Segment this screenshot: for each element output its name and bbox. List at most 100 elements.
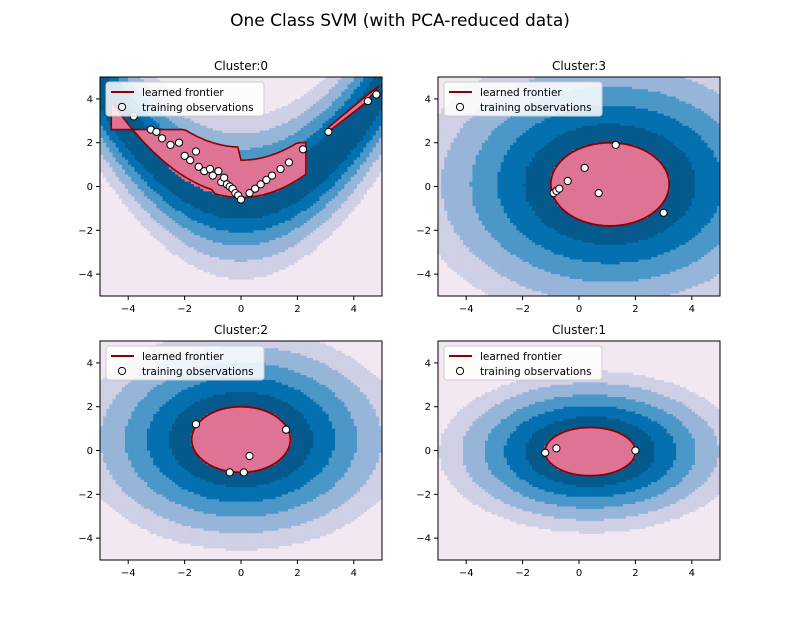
contour-cell [200,203,204,207]
contour-cell [319,140,324,144]
contour-cell [143,186,148,190]
contour-cell [118,176,123,180]
contour-cell [259,264,264,268]
contour-cell [153,164,157,168]
contour-cell [215,208,220,212]
contour-cell [294,259,298,263]
contour-cell [190,115,195,119]
contour-cell [225,123,230,127]
contour-cell [331,128,336,132]
contour-cell [284,235,289,239]
contour-cell [219,261,223,265]
contour-cell [140,198,145,202]
contour-cell [250,145,255,149]
contour-cell [331,77,336,81]
contour-cell [131,164,136,168]
contour-cell [259,271,264,275]
contour-cell [200,210,204,214]
contour-cell [121,179,126,183]
contour-cell [225,203,230,207]
contour-cell [219,198,223,202]
contour-cell [322,142,327,146]
contour-cell [206,203,211,207]
contour-cell [212,115,217,119]
contour-cell [165,123,170,127]
contour-cell [247,135,251,139]
contour-cell [344,213,349,217]
contour-cell [241,123,245,127]
contour-cell [322,115,327,119]
contour-cell [303,230,308,234]
contour-cell [115,169,120,173]
contour-cell [147,186,151,190]
contour-cell [300,215,305,219]
contour-cell [262,218,267,222]
contour-cell [341,162,345,166]
contour-cell [115,140,120,144]
contour-cell [253,201,258,205]
contour-cell [281,230,286,234]
contour-cell [338,132,342,136]
contour-cell [347,79,352,83]
contour-cell [256,254,261,258]
contour-cell [178,120,183,124]
contour-cell [300,115,305,119]
contour-cell [297,106,302,110]
contour-cell [234,271,239,275]
contour-cell [156,230,161,234]
contour-cell [316,128,320,132]
contour-cell [128,145,132,149]
contour-cell [200,261,204,265]
contour-cell [128,196,132,200]
contour-cell [331,111,336,115]
contour-cell [259,220,264,224]
contour-cell [291,205,295,209]
contour-cell [278,135,283,139]
contour-cell [266,152,270,156]
contour-cell [319,169,324,173]
contour-cell [244,254,248,258]
contour-cell [228,225,233,229]
contour-cell [309,140,314,144]
contour-cell [294,232,298,236]
contour-cell [303,96,308,100]
contour-cell [247,213,251,217]
contour-cell [262,150,267,154]
contour-cell [316,147,320,151]
contour-cell [341,130,345,134]
contour-cell [225,130,230,134]
contour-cell [150,77,154,81]
contour-cell [197,188,201,192]
contour-cell [140,118,145,122]
contour-cell [125,79,129,83]
contour-cell [215,118,220,122]
contour-cell [181,176,186,180]
contour-cell [331,157,336,161]
contour-cell [250,196,255,200]
contour-cell [115,174,120,178]
contour-cell [150,201,154,205]
contour-cell [253,227,258,231]
contour-cell [200,128,204,132]
contour-cell [247,235,251,239]
contour-cell [194,247,198,251]
contour-cell [335,181,339,185]
contour-cell [184,259,189,263]
contour-cell [175,188,179,192]
contour-cell [121,137,126,141]
contour-cell [237,123,242,127]
contour-cell [300,218,305,222]
contour-cell [156,225,161,229]
contour-cell [341,77,345,81]
contour-cell [338,77,342,81]
contour-cell [256,201,261,205]
contour-cell [234,140,239,144]
contour-cell [225,135,230,139]
contour-cell [181,193,186,197]
contour-cell [109,137,114,141]
contour-cell [247,220,251,224]
contour-cell [341,205,345,209]
contour-cell [338,79,342,83]
contour-cell [197,249,201,253]
contour-cell [228,135,233,139]
